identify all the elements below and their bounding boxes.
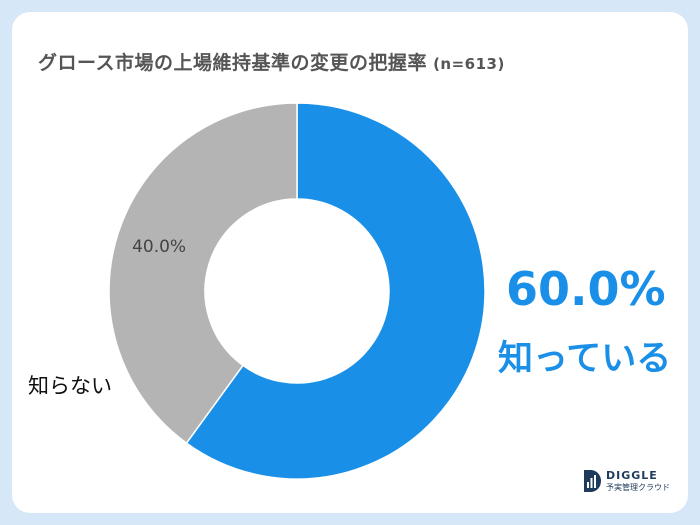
slice-not-know <box>108 102 298 445</box>
sample-size: (n=613) <box>433 55 505 73</box>
chart-title-text: グロース市場の上場維持基準の変更の把握率 <box>38 52 428 74</box>
logo-tagline: 予実管理クラウド <box>606 483 670 492</box>
donut-chart: 40.0% <box>108 102 486 480</box>
slice-not-know-label: 知らない <box>28 374 112 398</box>
logo-name: DIGGLE <box>606 469 658 482</box>
slice-know <box>185 102 486 480</box>
chart-title: グロース市場の上場維持基準の変更の把握率 (n=613) <box>38 48 505 75</box>
diggle-logo-icon <box>584 470 601 492</box>
slice-not-know-value: 40.0% <box>132 237 186 257</box>
chart-card: グロース市場の上場維持基準の変更の把握率 (n=613) 40.0% 60.0% … <box>12 12 688 513</box>
diggle-logo: DIGGLE 予実管理クラウド <box>582 468 670 494</box>
slice-know-label: 知っている <box>498 339 672 379</box>
slice-know-value: 60.0% <box>506 262 666 316</box>
